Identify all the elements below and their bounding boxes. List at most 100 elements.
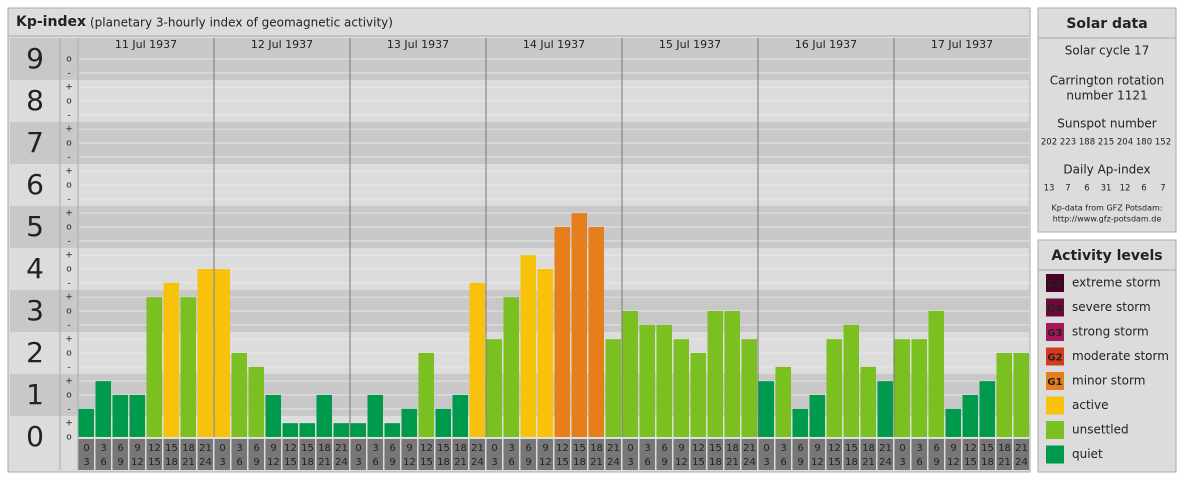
hour-cell bbox=[197, 439, 213, 470]
hour-label: 24 bbox=[743, 457, 756, 468]
hour-label: 12 bbox=[284, 443, 297, 454]
hour-label: 15 bbox=[964, 457, 977, 468]
ap-index: 13 bbox=[1044, 184, 1055, 194]
hour-label: 0 bbox=[83, 443, 89, 454]
hour-label: 6 bbox=[644, 457, 650, 468]
bar bbox=[163, 282, 179, 437]
sunspot-title: Sunspot number bbox=[1057, 117, 1156, 131]
hour-label: 9 bbox=[525, 457, 531, 468]
bar bbox=[554, 227, 570, 437]
hour-label: 21 bbox=[1015, 443, 1028, 454]
hour-label: 9 bbox=[933, 457, 939, 468]
legend-code: G4 bbox=[1047, 304, 1062, 315]
hour-cell bbox=[333, 439, 349, 470]
ap-index: 12 bbox=[1120, 184, 1131, 194]
hour-label: 24 bbox=[1015, 457, 1028, 468]
ap-index: 31 bbox=[1101, 184, 1112, 194]
hour-cell bbox=[979, 439, 995, 470]
sunspot-number: 223 bbox=[1060, 138, 1076, 148]
y-tick-label: 7 bbox=[26, 126, 44, 159]
hour-label: 15 bbox=[148, 457, 161, 468]
hour-label: 21 bbox=[726, 457, 739, 468]
hour-label: 12 bbox=[148, 443, 161, 454]
minor-tick-label: - bbox=[67, 68, 70, 78]
bar bbox=[571, 213, 587, 437]
bar bbox=[877, 381, 893, 437]
carrington: Carrington rotation bbox=[1050, 74, 1164, 88]
hour-cell bbox=[214, 439, 230, 470]
hour-label: 24 bbox=[879, 457, 892, 468]
bar bbox=[809, 395, 825, 437]
hour-label: 3 bbox=[508, 443, 514, 454]
hour-cell bbox=[231, 439, 247, 470]
legend-swatch bbox=[1046, 347, 1064, 366]
hour-cell bbox=[571, 439, 587, 470]
bar bbox=[129, 395, 145, 437]
hour-label: 6 bbox=[100, 457, 106, 468]
hour-label: 21 bbox=[862, 457, 875, 468]
bar bbox=[248, 366, 264, 437]
hour-label: 18 bbox=[862, 443, 875, 454]
hour-label: 3 bbox=[916, 443, 922, 454]
ap-index: 6 bbox=[1141, 184, 1146, 194]
hour-label: 9 bbox=[950, 443, 956, 454]
hour-cell bbox=[690, 439, 706, 470]
hour-cell bbox=[1013, 439, 1029, 470]
hour-label: 6 bbox=[508, 457, 514, 468]
hour-cell bbox=[469, 439, 485, 470]
legend-label: unsettled bbox=[1072, 423, 1129, 437]
hour-label: 6 bbox=[117, 443, 123, 454]
solar-cycle: Solar cycle 17 bbox=[1065, 44, 1150, 58]
hour-cell bbox=[809, 439, 825, 470]
hour-label: 18 bbox=[998, 443, 1011, 454]
bar bbox=[707, 311, 723, 437]
hour-cell bbox=[758, 439, 774, 470]
solar-panel bbox=[1037, 7, 1177, 233]
hour-cell bbox=[792, 439, 808, 470]
minor-tick-label: o bbox=[66, 223, 72, 233]
bar bbox=[962, 395, 978, 437]
hour-cell bbox=[860, 439, 876, 470]
legend-code: G3 bbox=[1047, 328, 1062, 339]
bar bbox=[639, 324, 655, 437]
minor-tick-label: - bbox=[67, 194, 70, 204]
hour-label: 3 bbox=[372, 443, 378, 454]
legend-code: G1 bbox=[1047, 377, 1062, 388]
hour-cell bbox=[95, 439, 111, 470]
minor-tick-label: - bbox=[67, 404, 70, 414]
legend-label: moderate storm bbox=[1072, 349, 1169, 363]
hour-label: 18 bbox=[165, 457, 178, 468]
legend-code: G5 bbox=[1047, 279, 1062, 290]
hour-cell bbox=[350, 439, 366, 470]
bar bbox=[384, 423, 400, 437]
hour-label: 12 bbox=[692, 443, 705, 454]
hour-label: 6 bbox=[661, 443, 667, 454]
bar bbox=[435, 408, 451, 437]
hour-label: 15 bbox=[556, 457, 569, 468]
hour-label: 24 bbox=[471, 457, 484, 468]
hour-cell bbox=[401, 439, 417, 470]
hour-label: 12 bbox=[675, 457, 688, 468]
hour-cell bbox=[265, 439, 281, 470]
bar bbox=[588, 227, 604, 437]
hour-label: 15 bbox=[301, 443, 314, 454]
ap-index: 7 bbox=[1065, 184, 1070, 194]
hour-cell bbox=[435, 439, 451, 470]
hour-cell bbox=[945, 439, 961, 470]
y-tick-label: 1 bbox=[26, 378, 44, 411]
bar bbox=[282, 423, 298, 437]
hour-label: 3 bbox=[355, 457, 361, 468]
hour-cell bbox=[78, 439, 94, 470]
hour-label: 24 bbox=[335, 457, 348, 468]
hour-cell bbox=[639, 439, 655, 470]
minor-tick-label: + bbox=[65, 335, 73, 345]
sunspot-number: 204 bbox=[1117, 138, 1133, 148]
source: Kp-data from GFZ Potsdam: bbox=[1052, 204, 1163, 213]
hour-label: 9 bbox=[406, 443, 412, 454]
legend-label: strong storm bbox=[1072, 325, 1149, 339]
minor-tick-label: - bbox=[67, 320, 70, 330]
hour-label: 18 bbox=[573, 457, 586, 468]
hour-label: 0 bbox=[491, 443, 497, 454]
hour-label: 0 bbox=[763, 443, 769, 454]
